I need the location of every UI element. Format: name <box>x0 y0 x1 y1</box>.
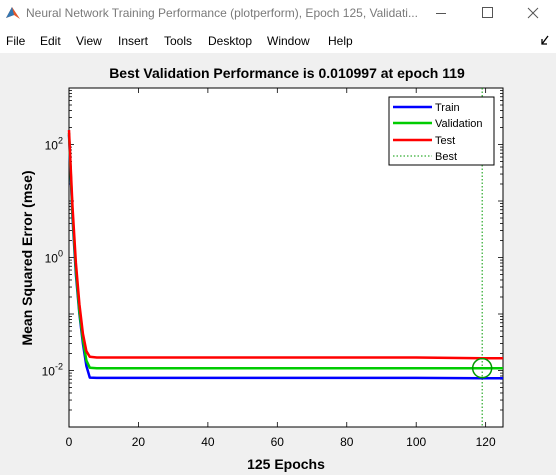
chart-title: Best Validation Performance is 0.010997 … <box>109 65 465 81</box>
menu-desktop[interactable]: Desktop <box>208 34 253 48</box>
close-icon <box>527 7 539 19</box>
maximize-icon <box>482 7 493 18</box>
legend-train-label: Train <box>435 102 460 114</box>
test-series-line <box>67 130 503 360</box>
x-tick-label: 80 <box>340 435 354 449</box>
menu-window[interactable]: Window <box>267 34 310 48</box>
matlab-logo-icon <box>6 7 20 19</box>
x-tick-label: 20 <box>132 435 146 449</box>
legend-box <box>388 96 495 166</box>
y-tick-label: 10-2 <box>42 362 63 379</box>
x-tick-label: 0 <box>66 435 73 449</box>
legend-best-label: Best <box>435 151 457 163</box>
minimize-button[interactable] <box>418 0 464 27</box>
menu-help[interactable]: Help <box>328 34 353 48</box>
legend-test-label: Test <box>435 135 455 147</box>
close-button[interactable] <box>510 0 556 27</box>
x-tick-label: 100 <box>406 435 426 449</box>
menu-tools[interactable]: Tools <box>164 34 193 48</box>
menu-bar: File Edit View Insert Tools Desktop Wind… <box>0 27 556 53</box>
performance-plot[interactable]: Best Validation Performance is 0.010997 … <box>0 53 556 475</box>
legend-validation-label: Validation <box>435 118 483 130</box>
x-axis-label: 125 Epochs <box>247 456 325 472</box>
window-title: Neural Network Training Performance (plo… <box>26 6 418 20</box>
x-tick-label: 120 <box>476 435 496 449</box>
x-tick-label: 60 <box>271 435 285 449</box>
y-tick-labels: 10-2 100 102 <box>42 136 63 379</box>
x-tick-label: 40 <box>201 435 215 449</box>
legend[interactable]: Train Validation Test Best <box>388 96 495 166</box>
menu-insert[interactable]: Insert <box>118 34 149 48</box>
series-lines <box>67 130 503 380</box>
menu-file[interactable]: File <box>6 34 26 48</box>
y-axis-label: Mean Squared Error (mse) <box>19 170 35 345</box>
best-point-marker <box>471 357 493 379</box>
title-bar[interactable]: Neural Network Training Performance (plo… <box>0 0 556 27</box>
minimize-icon <box>436 13 446 14</box>
menu-edit[interactable]: Edit <box>40 34 61 48</box>
figure-area: Best Validation Performance is 0.010997 … <box>0 53 556 475</box>
menu-view[interactable]: View <box>76 34 102 48</box>
y-tick-label: 100 <box>45 249 63 266</box>
dock-arrow-icon[interactable] <box>540 34 550 46</box>
maximize-button[interactable] <box>464 0 510 27</box>
x-tick-labels: 0 20 40 60 80 100 120 <box>66 435 496 449</box>
y-tick-label: 102 <box>45 136 63 153</box>
